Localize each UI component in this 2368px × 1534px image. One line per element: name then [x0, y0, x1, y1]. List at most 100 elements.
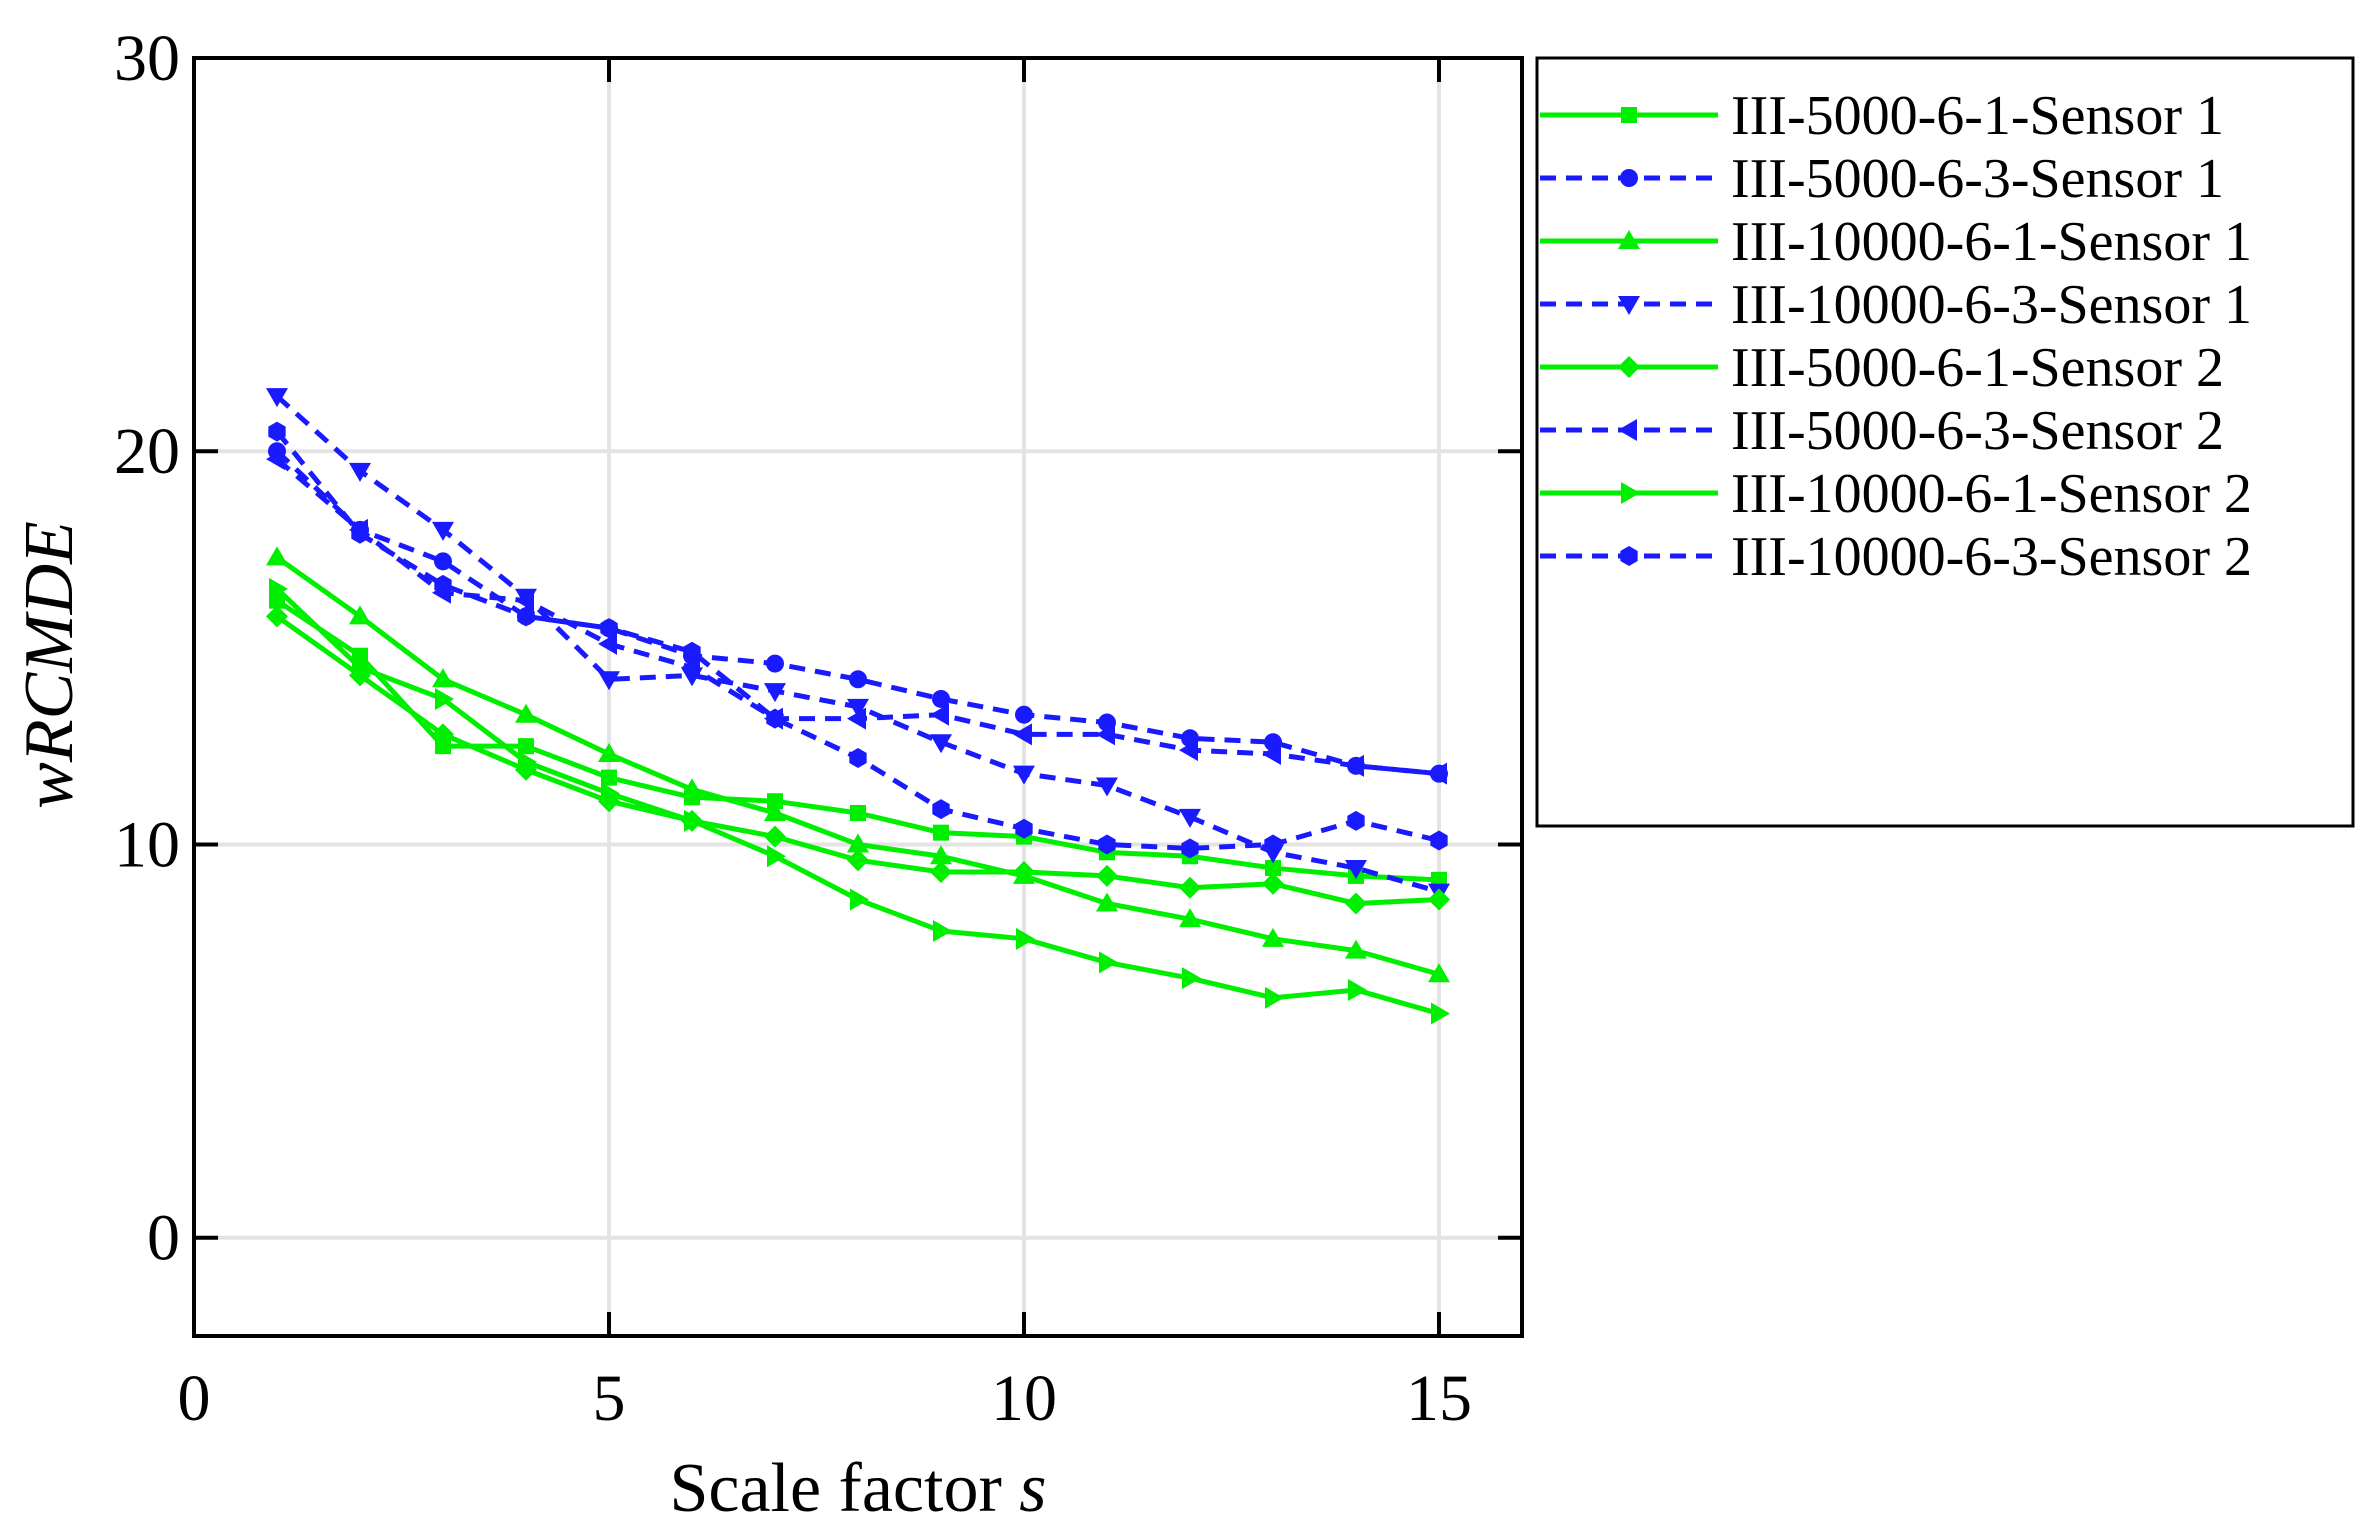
data-point [930, 703, 949, 726]
data-point [518, 750, 537, 773]
series-line [275, 587, 1440, 1016]
data-point [1345, 860, 1367, 880]
series-line [275, 457, 1440, 777]
data-point [684, 809, 703, 832]
data-point [847, 849, 869, 872]
data-point [766, 654, 784, 673]
data-point [266, 605, 288, 628]
y-tick-label: 20 [114, 415, 180, 488]
legend: III-5000-6-1-Sensor 1III-5000-6-3-Sensor… [1535, 56, 2355, 828]
data-point [432, 668, 454, 688]
series-layer [266, 388, 1450, 1025]
data-point [1096, 723, 1115, 746]
data-point [518, 738, 534, 755]
data-point [1179, 876, 1201, 899]
data-point [1013, 860, 1035, 883]
data-point [1099, 951, 1118, 974]
data-point [515, 703, 537, 723]
data-point [847, 698, 869, 718]
x-tick-label: 10 [991, 1362, 1057, 1435]
legend-entry-8: III-10000-6-3-Sensor 2 [1540, 526, 2252, 588]
data-point [601, 782, 620, 805]
data-point [1428, 963, 1450, 983]
data-point [1431, 1002, 1450, 1025]
data-point [1179, 808, 1201, 828]
data-point [764, 683, 786, 703]
x-tick-label: 5 [593, 1362, 626, 1435]
data-point [1262, 927, 1284, 947]
data-point [266, 546, 288, 566]
legend-box [1535, 56, 2355, 828]
data-point [764, 825, 786, 848]
data-point [930, 860, 952, 883]
data-point [349, 462, 371, 482]
x-axis-label: Scale factor s [669, 1450, 1046, 1527]
data-point [767, 845, 786, 868]
data-point [1428, 888, 1450, 911]
data-point [850, 888, 869, 911]
legend-label: III-10000-6-1-Sensor 1 [1731, 211, 2252, 273]
data-point [352, 656, 371, 679]
legend-label: III-10000-6-3-Sensor 1 [1731, 274, 2252, 336]
data-point [849, 670, 867, 689]
y-tick-label: 10 [114, 808, 180, 881]
data-point [1265, 860, 1281, 877]
data-point [1096, 864, 1118, 887]
data-point [1015, 818, 1033, 839]
legend-marker [1620, 169, 1638, 187]
data-point [598, 743, 620, 763]
legend-marker [1618, 419, 1637, 441]
legend-entry-4: III-10000-6-3-Sensor 1 [1540, 274, 2252, 336]
data-point [1015, 705, 1033, 724]
data-point [766, 708, 784, 729]
data-point [432, 521, 454, 541]
data-point [434, 574, 452, 595]
data-point [598, 632, 617, 655]
legend-marker [1621, 482, 1640, 504]
series-3 [266, 546, 1450, 983]
legend-entry-5: III-5000-6-1-Sensor 2 [1540, 337, 2224, 399]
legend-entry-2: III-5000-6-3-Sensor 1 [1540, 148, 2224, 210]
data-point [434, 552, 452, 571]
data-point [850, 805, 866, 822]
data-point [601, 769, 617, 786]
data-point [1179, 908, 1201, 928]
data-point [1262, 872, 1284, 895]
axis-ticks [192, 56, 1522, 1336]
data-point [268, 421, 286, 442]
data-point [1428, 762, 1447, 785]
legend-label: III-10000-6-1-Sensor 2 [1731, 463, 2252, 525]
data-point [515, 589, 534, 612]
data-point [847, 833, 869, 853]
data-point [1096, 777, 1118, 797]
data-point [1182, 967, 1201, 990]
data-point [1179, 739, 1198, 762]
legend-label: III-5000-6-3-Sensor 2 [1731, 400, 2224, 462]
data-point [930, 734, 952, 754]
series-6 [266, 448, 1447, 785]
legend-marker [1621, 107, 1637, 123]
data-point [1098, 834, 1116, 855]
data-point [598, 671, 620, 691]
data-point [1013, 723, 1032, 746]
data-point [764, 802, 786, 822]
legend-label: III-5000-6-3-Sensor 1 [1731, 148, 2224, 210]
plot-frame [192, 56, 1524, 1338]
data-point [432, 723, 454, 746]
data-point [1345, 939, 1367, 959]
series-line [275, 429, 1440, 851]
y-axis-label: wRCMDE [11, 521, 88, 809]
data-point [435, 687, 454, 710]
series-line [275, 449, 1440, 777]
data-point [1345, 754, 1364, 777]
data-point [767, 793, 783, 810]
legend-entry-6: III-5000-6-3-Sensor 2 [1540, 400, 2224, 462]
x-axis-label-text: Scale factor [669, 1450, 1001, 1527]
tick-labels: 0 5 10 15 0 10 20 30 [114, 22, 1472, 1435]
data-point [435, 738, 451, 755]
series-4 [266, 388, 1450, 903]
data-point [932, 689, 950, 708]
legend-entry-3: III-10000-6-1-Sensor 1 [1540, 211, 2252, 273]
data-point [1265, 986, 1284, 1009]
